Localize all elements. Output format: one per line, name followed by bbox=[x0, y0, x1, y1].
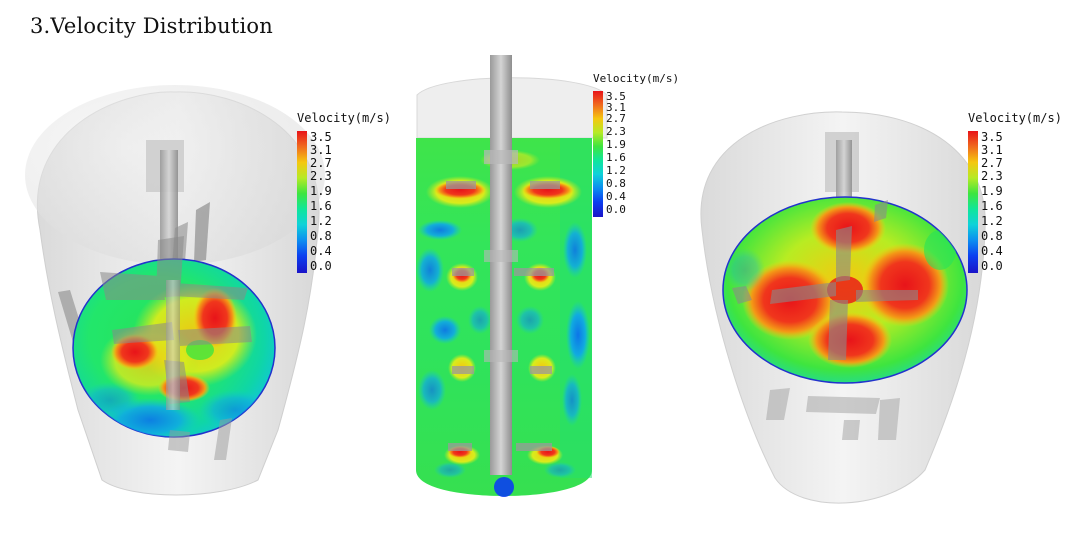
legend-tick: 3.5 bbox=[606, 90, 626, 103]
legend-tick: 2.7 bbox=[606, 112, 626, 125]
legend-tick: 1.2 bbox=[606, 164, 626, 177]
legend-tick: 2.3 bbox=[981, 169, 1003, 183]
legend-tick: 2.7 bbox=[981, 156, 1003, 170]
legend-tick: 2.3 bbox=[310, 169, 332, 183]
legend-tick: 1.2 bbox=[981, 214, 1003, 228]
legend-tick: 3.1 bbox=[606, 101, 626, 114]
legend-tick: 3.1 bbox=[981, 143, 1003, 157]
legend-tick: 0.0 bbox=[606, 203, 626, 216]
color-scale-bar bbox=[297, 131, 307, 273]
legend-tick: 2.3 bbox=[606, 125, 626, 138]
section-title: 3.Velocity Distribution bbox=[30, 14, 273, 38]
legend-tick: 1.2 bbox=[310, 214, 332, 228]
legend-tick: 0.4 bbox=[606, 190, 626, 203]
color-scale-bar bbox=[593, 91, 603, 217]
legend-tick: 2.7 bbox=[310, 156, 332, 170]
legend-title: Velocity(m/s) bbox=[297, 111, 391, 125]
velocity-legend-center: Velocity(m/s) 3.5 3.1 2.7 2.3 1.9 1.6 1.… bbox=[593, 72, 680, 217]
legend-tick: 0.4 bbox=[310, 244, 332, 258]
velocity-legend-right: Velocity(m/s) 3.5 3.1 2.7 2.3 1.9 1.6 1.… bbox=[968, 111, 1062, 273]
legend-tick: 0.0 bbox=[310, 259, 332, 273]
legend-tick: 1.6 bbox=[981, 199, 1003, 213]
legend-tick: 3.1 bbox=[310, 143, 332, 157]
legend-tick: 3.5 bbox=[310, 130, 332, 144]
legend-tick: 3.5 bbox=[981, 130, 1003, 144]
legend-tick: 0.8 bbox=[981, 229, 1003, 243]
legend-tick: 0.4 bbox=[981, 244, 1003, 258]
legend-title: Velocity(m/s) bbox=[968, 111, 1062, 125]
legend-tick: 0.8 bbox=[606, 177, 626, 190]
legend-tick: 1.9 bbox=[310, 184, 332, 198]
color-scale-bar bbox=[968, 131, 978, 273]
legend-tick: 1.9 bbox=[981, 184, 1003, 198]
legend-tick: 0.0 bbox=[981, 259, 1003, 273]
legend-tick: 1.9 bbox=[606, 138, 626, 151]
legend-tick: 0.8 bbox=[310, 229, 332, 243]
legend-title: Velocity(m/s) bbox=[593, 72, 680, 85]
legend-tick: 1.6 bbox=[310, 199, 332, 213]
legend-tick: 1.6 bbox=[606, 151, 626, 164]
velocity-legend-left: Velocity(m/s) 3.5 3.1 2.7 2.3 1.9 1.6 1.… bbox=[297, 111, 391, 273]
